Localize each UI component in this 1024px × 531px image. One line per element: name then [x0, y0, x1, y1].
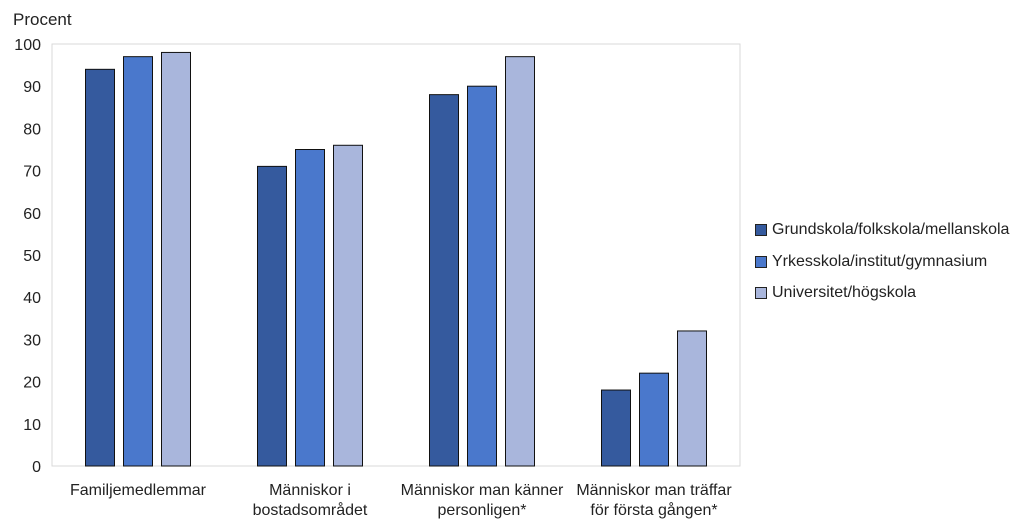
y-tick-label: 100: [14, 37, 41, 54]
legend-item: Grundskola/folkskola/mellanskola: [755, 221, 1010, 238]
legend-swatch: [755, 255, 767, 268]
x-category-label: Människor i: [269, 482, 351, 499]
x-category-label: för första gången*: [590, 501, 717, 519]
bar: [601, 389, 631, 467]
x-category-label: Människor man känner: [401, 482, 564, 499]
plot-area: [51, 43, 741, 467]
bar: [467, 85, 497, 467]
bar: [429, 94, 459, 467]
bar: [257, 165, 287, 467]
x-category-label: Människor man träffar: [576, 482, 732, 499]
legend: Grundskola/folkskola/mellanskola Yrkessko…: [755, 221, 1010, 317]
y-tick-label: 30: [23, 332, 41, 349]
x-category-label: personligen*: [438, 502, 527, 519]
legend-item: Universitet/högskola: [755, 284, 1009, 301]
legend-swatch: [755, 224, 767, 236]
legend-item: Yrkesskola/institut/gymnasium: [755, 252, 1009, 270]
y-tick-label: 0: [32, 459, 41, 476]
y-tick-label: 90: [23, 79, 41, 96]
x-category-label: bostadsområdet: [253, 501, 368, 519]
bar: [333, 144, 363, 467]
bar: [505, 56, 535, 467]
y-tick-label: 40: [23, 290, 41, 307]
y-axis-label: Procent: [13, 10, 72, 29]
legend-label: Grundskola/folkskola/mellanskola: [772, 221, 1010, 238]
bar: [295, 149, 325, 467]
legend-swatch: [755, 287, 767, 299]
y-tick-label: 80: [23, 121, 41, 138]
bar: [85, 68, 115, 467]
bar: [677, 330, 707, 467]
y-tick-label: 50: [23, 248, 41, 265]
y-tick-label: 20: [23, 375, 41, 392]
legend-label: Yrkesskola/institut/gymnasium: [772, 252, 988, 270]
y-tick-label: 70: [23, 164, 41, 181]
x-category-label: Familjemedlemmar: [70, 482, 207, 499]
bar: [123, 56, 153, 467]
legend-label: Universitet/högskola: [772, 284, 917, 301]
y-tick-label: 60: [23, 206, 41, 223]
bar: [639, 372, 669, 467]
bar: [161, 51, 191, 467]
y-tick-label: 10: [23, 417, 41, 434]
